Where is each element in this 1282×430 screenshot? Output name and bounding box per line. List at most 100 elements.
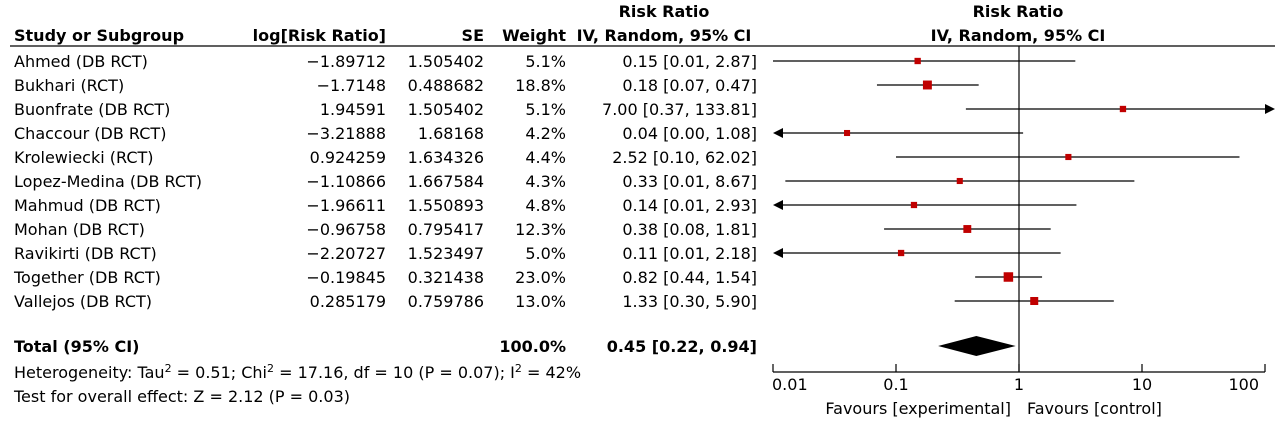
point-estimate-marker [1065, 153, 1072, 161]
header-plot-method: IV, Random, 95% CI [931, 26, 1106, 45]
study-log-rr: −1.89712 [306, 52, 386, 71]
point-estimate-marker [910, 201, 918, 209]
ci-arrow-left [773, 128, 783, 138]
point-estimate-marker [914, 57, 921, 65]
study-log-rr: −3.21888 [306, 124, 386, 143]
plot-area [773, 46, 1275, 372]
study-se: 1.634326 [408, 148, 484, 167]
study-se: 0.795417 [408, 220, 484, 239]
study-ci-text: 1.33 [0.30, 5.90] [622, 292, 757, 311]
study-log-rr: −1.96611 [306, 196, 386, 215]
study-log-rr: −1.7148 [317, 76, 386, 95]
study-se: 0.759786 [408, 292, 484, 311]
study-log-rr: −0.96758 [306, 220, 386, 239]
header-se: SE [462, 26, 484, 45]
heterogeneity-mid-1: = 0.51; Chi [172, 363, 267, 382]
study-ci-text: 2.52 [0.10, 62.02] [612, 148, 757, 167]
study-ci-text: 0.38 [0.08, 1.81] [622, 220, 757, 239]
point-estimate-marker [963, 225, 972, 233]
study-name: Mahmud (DB RCT) [14, 196, 161, 215]
study-log-rr: 0.285179 [310, 292, 386, 311]
study-weight: 4.4% [525, 148, 566, 167]
study-ci-text: 0.18 [0.07, 0.47] [622, 76, 757, 95]
study-ci-text: 0.14 [0.01, 2.93] [622, 196, 757, 215]
study-ci-text: 0.15 [0.01, 2.87] [622, 52, 757, 71]
study-weight: 12.3% [515, 220, 566, 239]
study-weight: 18.8% [515, 76, 566, 95]
study-ci-text: 7.00 [0.37, 133.81] [602, 100, 757, 119]
study-log-rr: 0.924259 [310, 148, 386, 167]
favours-right-label: Favours [control] [1027, 399, 1162, 418]
pooled-diamond [938, 336, 1016, 356]
ci-arrow-left [773, 248, 783, 258]
overall-effect-text: Test for overall effect: Z = 2.12 (P = 0… [13, 387, 350, 406]
study-rows: Ahmed (DB RCT) −1.89712 1.505402 5.1% 0.15 [… [13, 52, 757, 311]
study-ci-text: 0.04 [0.00, 1.08] [622, 124, 757, 143]
point-estimate-marker [1003, 272, 1014, 282]
header-rr-method: IV, Random, 95% CI [577, 26, 752, 45]
study-se: 0.321438 [408, 268, 484, 287]
study-name: Together (DB RCT) [13, 268, 161, 287]
point-estimate-marker [844, 129, 851, 137]
study-weight: 4.3% [525, 172, 566, 191]
axis-tick-label: 0.1 [883, 375, 908, 394]
total-ci-text: 0.45 [0.22, 0.94] [607, 337, 757, 356]
heterogeneity-text: Heterogeneity: Tau2 = 0.51; Chi2 = 17.16… [14, 362, 581, 383]
study-name: Bukhari (RCT) [14, 76, 124, 95]
study-name: Chaccour (DB RCT) [14, 124, 166, 143]
heterogeneity-prefix: Heterogeneity: Tau [14, 363, 165, 382]
study-log-rr: 1.94591 [320, 100, 386, 119]
study-ci-text: 0.82 [0.44, 1.54] [622, 268, 757, 287]
study-se: 1.667584 [408, 172, 484, 191]
study-name: Vallejos (DB RCT) [14, 292, 152, 311]
study-ci-text: 0.33 [0.01, 8.67] [622, 172, 757, 191]
study-weight: 4.8% [525, 196, 566, 215]
study-se: 1.68168 [418, 124, 484, 143]
study-ci-text: 0.11 [0.01, 2.18] [622, 244, 757, 263]
study-weight: 5.1% [525, 100, 566, 119]
axis-tick-label: 1 [1014, 375, 1024, 394]
heterogeneity-mid-2: = 17.16, df = 10 (P = 0.07); I [274, 363, 515, 382]
study-weight: 23.0% [515, 268, 566, 287]
ci-arrow-right [1265, 104, 1275, 114]
heterogeneity-sup-1: 2 [165, 362, 172, 375]
heterogeneity-sup-3: 2 [515, 362, 522, 375]
axis-tick-label: 100 [1228, 375, 1259, 394]
point-estimate-marker [1030, 296, 1039, 306]
study-log-rr: −2.20727 [306, 244, 386, 263]
study-name: Mohan (DB RCT) [14, 220, 145, 239]
header-plot-group: Risk Ratio [973, 2, 1064, 21]
study-weight: 5.0% [525, 244, 566, 263]
point-estimate-marker [922, 80, 932, 90]
study-log-rr: −0.19845 [306, 268, 386, 287]
study-weight: 13.0% [515, 292, 566, 311]
study-name: Ahmed (DB RCT) [14, 52, 148, 71]
study-name: Buonfrate (DB RCT) [14, 100, 170, 119]
study-weight: 4.2% [525, 124, 566, 143]
header-weight: Weight [502, 26, 566, 45]
study-se: 1.505402 [408, 100, 484, 119]
study-se: 1.550893 [408, 196, 484, 215]
x-axis: 0.01 0.1 1 10 100 [772, 364, 1266, 394]
favours-left-label: Favours [experimental] [825, 399, 1011, 418]
heterogeneity-sup-2: 2 [267, 362, 274, 375]
total-weight: 100.0% [499, 337, 566, 356]
study-name: Krolewiecki (RCT) [14, 148, 154, 167]
point-estimate-marker [897, 249, 905, 257]
axis-tick-label: 0.01 [772, 375, 808, 394]
header-rr-group: Risk Ratio [619, 2, 710, 21]
ci-arrow-left [773, 200, 783, 210]
study-se: 1.523497 [408, 244, 484, 263]
axis-tick-label: 10 [1132, 375, 1152, 394]
study-se: 0.488682 [408, 76, 484, 95]
header-log-rr: log[Risk Ratio] [253, 26, 386, 45]
heterogeneity-suffix: = 42% [522, 363, 581, 382]
total-label: Total (95% CI) [14, 337, 139, 356]
study-weight: 5.1% [525, 52, 566, 71]
study-log-rr: −1.10866 [306, 172, 386, 191]
header-study: Study or Subgroup [14, 26, 184, 45]
point-estimate-marker [956, 177, 963, 185]
study-se: 1.505402 [408, 52, 484, 71]
study-name: Lopez-Medina (DB RCT) [14, 172, 202, 191]
